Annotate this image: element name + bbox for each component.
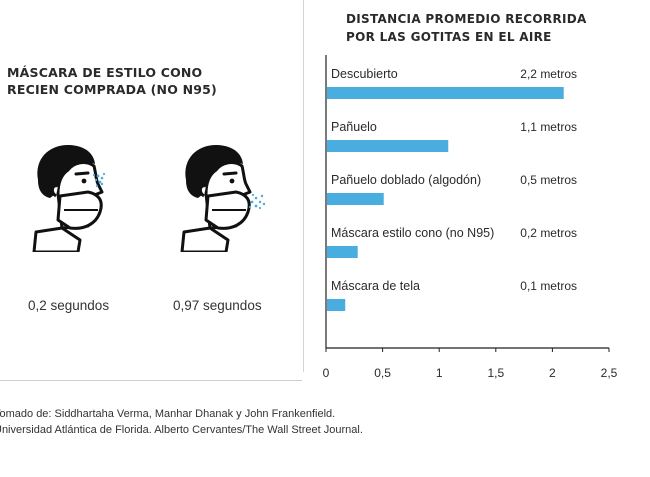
category-label: Pañuelo <box>331 120 377 134</box>
bar <box>327 87 564 99</box>
category-label: Pañuelo doblado (algodón) <box>331 173 481 187</box>
value-label: 0,5 metros <box>520 173 577 187</box>
category-label: Descubierto <box>331 67 398 81</box>
value-label: 0,2 metros <box>520 226 577 240</box>
bar <box>327 193 384 205</box>
caption-time-1: 0,2 segundos <box>28 298 110 313</box>
source-line: Universidad Atlántica de Florida. Albert… <box>0 424 363 436</box>
mask-panel-title-line: RECIEN COMPRADA (NO N95) <box>7 82 217 97</box>
x-tick-label: 2 <box>549 366 556 380</box>
mask-wearer-illustration-2 <box>180 144 266 252</box>
value-label: 2,2 metros <box>520 67 577 81</box>
source-note: Tomado de: Siddhartaha Verma, Manhar Dha… <box>0 406 514 438</box>
chart-title: DISTANCIA PROMEDIO RECORRIDA POR LAS GOT… <box>346 10 646 46</box>
x-tick-label: 0 <box>323 366 330 380</box>
category-label: Máscara estilo cono (no N95) <box>331 226 494 240</box>
chart-title-line: POR LAS GOTITAS EN EL AIRE <box>346 30 552 44</box>
bar <box>327 140 449 152</box>
value-label: 0,1 metros <box>520 279 577 293</box>
category-label: Máscara de tela <box>331 279 420 293</box>
panel-divider <box>303 0 304 372</box>
x-tick-label: 1 <box>436 366 443 380</box>
x-tick-label: 2,5 <box>601 366 618 380</box>
chart-title-line: DISTANCIA PROMEDIO RECORRIDA <box>346 12 587 26</box>
mask-panel-title-line: MÁSCARA DE ESTILO CONO <box>7 65 203 80</box>
x-tick-label: 1,5 <box>487 366 504 380</box>
source-divider <box>0 380 302 381</box>
mask-panel-title: MÁSCARA DE ESTILO CONO RECIEN COMPRADA (… <box>7 64 267 98</box>
x-tick-label: 0,5 <box>374 366 391 380</box>
bar-chart: 0 0,5 1 1,5 2 2,5 Descubierto 2,2 metros Pañuelo… <box>323 55 618 380</box>
source-line: Tomado de: Siddhartaha Verma, Manhar Dha… <box>0 408 336 420</box>
bar <box>327 246 358 258</box>
value-label: 1,1 metros <box>520 120 577 134</box>
mask-wearer-illustration-1 <box>32 144 106 252</box>
caption-time-2: 0,97 segundos <box>173 298 262 313</box>
bar <box>327 299 346 311</box>
